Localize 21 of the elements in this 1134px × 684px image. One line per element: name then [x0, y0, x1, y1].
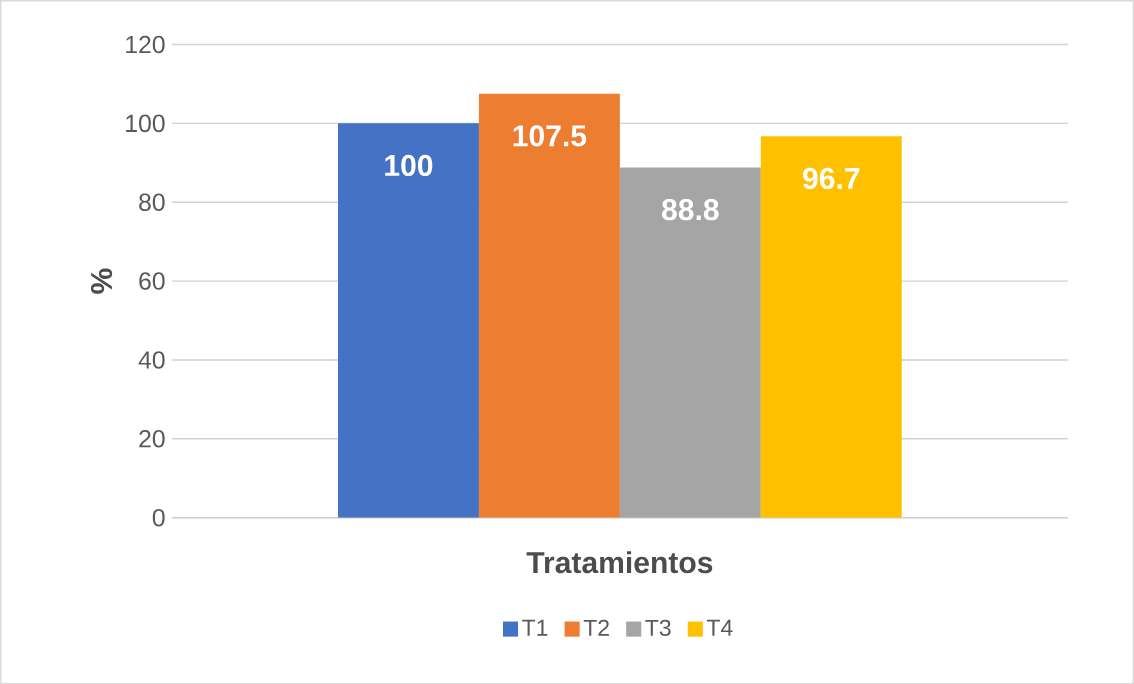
data-label: 107.5 [513, 124, 587, 147]
data-label: 96.7 [803, 167, 860, 189]
bar [619, 167, 761, 518]
legend-label: T3 [645, 619, 671, 636]
y-tick-label: 40 [138, 350, 165, 369]
legend-label: T2 [583, 619, 609, 636]
y-tick-label: 100 [126, 114, 165, 132]
y-tick-label: 60 [139, 272, 165, 290]
x-axis-title: Tratamientos [526, 550, 713, 574]
legend-label: T1 [522, 619, 548, 636]
legend-label: T4 [706, 619, 733, 636]
y-tick-label: 0 [152, 508, 165, 527]
data-label: 88.8 [662, 198, 719, 221]
y-tick-label: 120 [126, 35, 165, 54]
bar [760, 136, 902, 518]
bar [337, 123, 479, 518]
y-axis-title: % [90, 268, 113, 294]
y-tick-label: 80 [139, 193, 165, 211]
bar [478, 93, 620, 518]
y-tick-label: 20 [139, 429, 165, 448]
data-label: 100 [385, 154, 433, 176]
